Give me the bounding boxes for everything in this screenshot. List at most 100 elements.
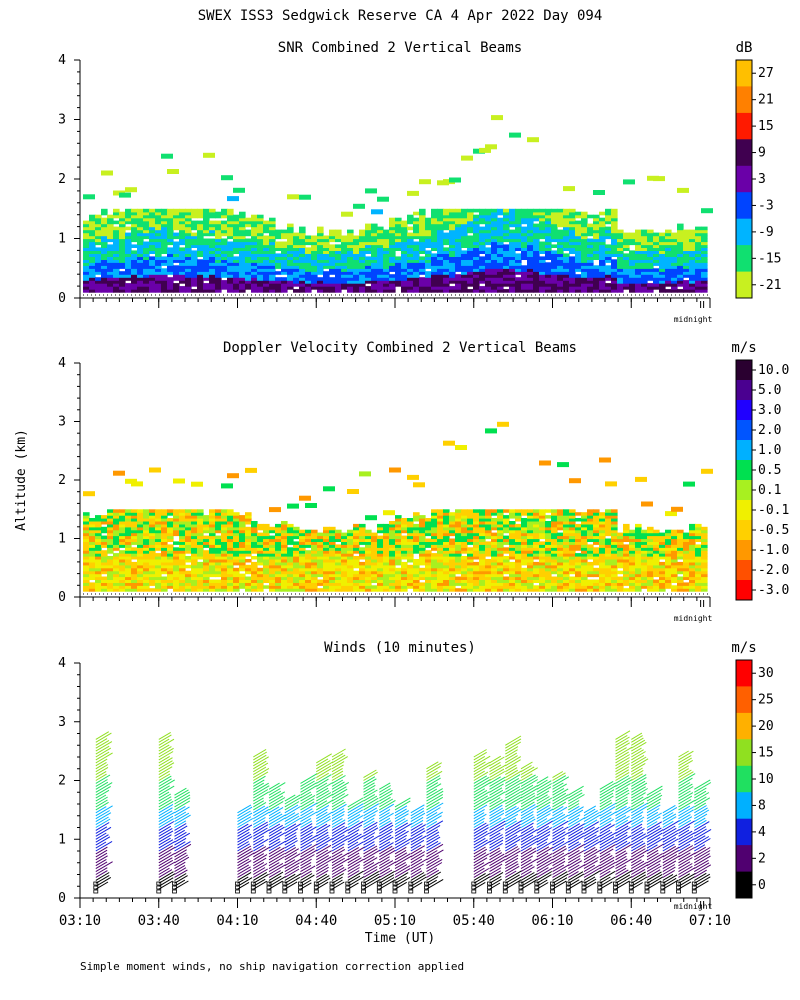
heat-cell bbox=[407, 265, 414, 269]
heat-cell bbox=[521, 220, 528, 225]
heat-cell bbox=[113, 535, 120, 540]
heat-cell bbox=[449, 561, 456, 566]
heat-cell bbox=[191, 538, 198, 542]
heat-cell bbox=[95, 550, 102, 554]
heat-cell bbox=[539, 588, 546, 592]
heat-cell bbox=[443, 440, 455, 446]
heat-cell bbox=[323, 529, 330, 534]
heat-cell bbox=[407, 226, 414, 231]
heat-cell bbox=[257, 220, 264, 225]
heat-cell bbox=[557, 544, 564, 548]
heat-cell bbox=[497, 518, 504, 522]
heat-cell bbox=[617, 535, 624, 540]
heat-cell bbox=[137, 521, 144, 525]
heat-cell bbox=[221, 483, 233, 489]
heat-cell bbox=[425, 561, 432, 566]
heat-cell bbox=[431, 256, 438, 260]
heat-cell bbox=[425, 529, 432, 534]
heat-cell bbox=[563, 289, 570, 293]
heat-cell bbox=[275, 247, 282, 251]
heat-cell bbox=[419, 535, 426, 540]
heat-cell bbox=[401, 570, 408, 575]
heat-cell bbox=[593, 579, 600, 583]
heat-cell bbox=[551, 544, 558, 548]
heat-cell bbox=[407, 573, 414, 578]
heat-cell bbox=[131, 518, 138, 522]
heat-cell bbox=[653, 247, 660, 251]
heat-cell bbox=[389, 256, 396, 260]
heat-cell bbox=[569, 259, 576, 263]
heat-cell bbox=[683, 274, 690, 278]
heat-cell bbox=[155, 214, 162, 219]
heat-cell bbox=[347, 268, 354, 272]
heat-cell bbox=[287, 550, 294, 554]
heat-cell bbox=[557, 564, 564, 569]
heat-cell bbox=[245, 223, 252, 228]
heat-cell bbox=[629, 547, 636, 551]
heat-cell bbox=[143, 271, 150, 275]
heat-cell bbox=[551, 588, 558, 592]
heat-cell bbox=[653, 532, 660, 537]
heat-cell bbox=[467, 547, 474, 551]
heat-cell bbox=[203, 535, 210, 540]
heat-cell bbox=[479, 244, 486, 248]
heat-cell bbox=[401, 579, 408, 583]
heat-cell bbox=[197, 277, 204, 281]
heat-cell bbox=[461, 286, 468, 290]
heat-cell bbox=[287, 582, 294, 586]
heat-cell bbox=[497, 559, 504, 563]
heat-cell bbox=[95, 280, 102, 284]
heat-cell bbox=[623, 283, 630, 287]
heat-cell bbox=[155, 564, 162, 569]
heat-cell bbox=[389, 268, 396, 272]
heat-cell bbox=[569, 244, 576, 248]
heat-cell bbox=[203, 526, 210, 531]
heat-cell bbox=[431, 523, 438, 528]
heat-cell bbox=[671, 561, 678, 566]
panel3-title: Winds (10 minutes) bbox=[324, 640, 476, 656]
heat-cell bbox=[269, 559, 276, 563]
heat-cell bbox=[209, 538, 216, 542]
heat-cell bbox=[665, 564, 672, 569]
heat-cell bbox=[233, 250, 240, 254]
heat-cell bbox=[587, 259, 594, 263]
heat-cell bbox=[275, 570, 282, 575]
heat-cell bbox=[191, 481, 203, 487]
heat-cell bbox=[161, 274, 168, 278]
heat-cell bbox=[455, 286, 462, 290]
heat-cell bbox=[293, 579, 300, 583]
heat-cell bbox=[365, 229, 372, 234]
heat-cell bbox=[659, 235, 666, 240]
heat-cell bbox=[179, 529, 186, 534]
heat-cell bbox=[221, 223, 228, 228]
heat-cell bbox=[317, 535, 324, 540]
heat-cell bbox=[83, 541, 90, 545]
heat-cell bbox=[371, 573, 378, 578]
heat-cell bbox=[551, 253, 558, 257]
heat-cell bbox=[305, 235, 312, 240]
heat-cell bbox=[275, 253, 282, 257]
heat-cell bbox=[359, 570, 366, 575]
heat-cell bbox=[365, 553, 372, 557]
heat-cell bbox=[539, 515, 546, 519]
heat-cell bbox=[461, 541, 468, 545]
heat-cell bbox=[503, 570, 510, 575]
heat-cell bbox=[185, 515, 192, 519]
heat-cell bbox=[209, 211, 216, 216]
heat-cell bbox=[191, 529, 198, 534]
heat-cell bbox=[317, 235, 324, 240]
heat-cell bbox=[215, 220, 222, 225]
heat-cell bbox=[353, 286, 360, 290]
heat-cell bbox=[365, 277, 372, 281]
heat-cell bbox=[197, 247, 204, 251]
heat-cell bbox=[113, 588, 120, 592]
heat-cell bbox=[377, 547, 384, 551]
heat-cell bbox=[341, 244, 348, 248]
heat-cell bbox=[521, 286, 528, 290]
heat-cell bbox=[419, 582, 426, 586]
heat-cell bbox=[221, 547, 228, 551]
heat-cell bbox=[485, 579, 492, 583]
heat-cell bbox=[575, 535, 582, 540]
heat-cell bbox=[503, 229, 510, 234]
heat-cell bbox=[605, 268, 612, 272]
